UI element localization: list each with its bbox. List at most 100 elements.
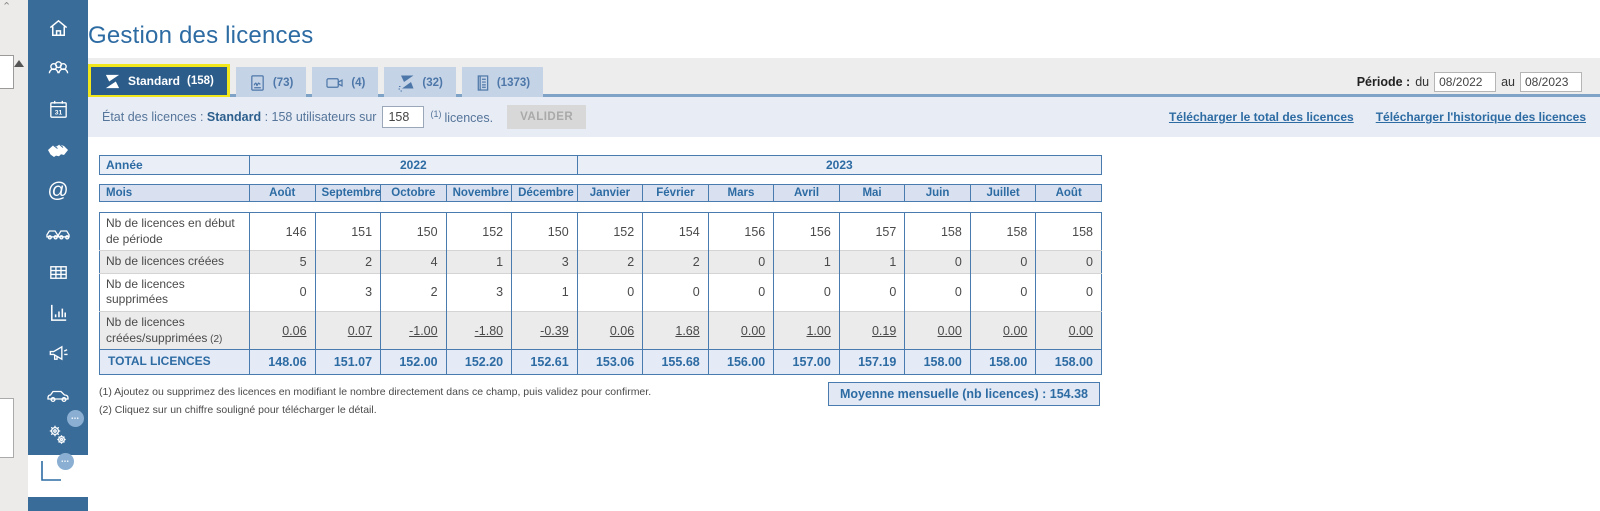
footnote-1: (1) Ajoutez ou supprimez des licences en… — [99, 386, 652, 398]
license-count-input[interactable] — [382, 106, 425, 128]
footnote-ref: (1) licences. — [430, 108, 494, 126]
total-value-cell: 157.19 — [838, 349, 905, 375]
table-grid-icon — [49, 265, 67, 279]
row-label: Nb de licences supprimées — [99, 272, 250, 312]
month-cell: Mars — [707, 184, 775, 202]
detail-download-value[interactable]: 0.06 — [609, 323, 635, 338]
detail-download-value[interactable]: 0.07 — [347, 323, 373, 338]
tab-standard[interactable]: Standard (158) — [88, 64, 230, 98]
sidebar-item-settings[interactable]: ••• — [38, 410, 84, 455]
value-cell: 4 — [380, 250, 447, 274]
status-text: État des licences : Standard : 158 utili… — [102, 110, 377, 124]
validate-button[interactable]: VALIDER — [507, 105, 587, 129]
total-value-cell: 151.07 — [314, 349, 381, 375]
table-row: Nb de licences supprimées 0 3 2 3 1 0 0 0 0 0 0 0 0 — [99, 272, 1102, 312]
sidebar-item-announcements[interactable] — [38, 333, 78, 374]
sidebar-item-corner-widget[interactable]: ••• — [34, 453, 74, 489]
value-cell: 0.19 — [838, 310, 905, 350]
monthly-average-box: Moyenne mensuelle (nb licences) : 154.38 — [827, 382, 1100, 406]
total-row: TOTAL LICENCES 148.06 151.07 152.00 152.20 15… — [99, 349, 1102, 375]
sidebar-item-statistics[interactable] — [38, 292, 78, 333]
total-value-cell: 152.61 — [511, 349, 578, 375]
value-cell: 0.06 — [249, 310, 316, 350]
period-du-label: du — [1415, 75, 1430, 89]
z-logo-icon — [105, 74, 120, 88]
detail-download-value[interactable]: 0.19 — [871, 323, 897, 338]
license-type-tabs: Standard (158) (73) (4) (32) (1373) — [88, 64, 544, 98]
license-type: Standard — [206, 110, 262, 124]
footnotes: (1) Ajoutez ou supprimez des licences en… — [99, 384, 651, 420]
month-header-table: Mois Août Septembre Octobre Novembre Décembre… — [99, 184, 1102, 202]
notification-badge: ••• — [67, 410, 84, 428]
detail-download-value[interactable]: 0.00 — [740, 323, 766, 338]
period-label: Période : — [1356, 75, 1411, 89]
value-cell: 152 — [445, 212, 512, 251]
sidebar-item-home[interactable] — [38, 8, 78, 49]
tab-video[interactable]: (4) — [312, 67, 379, 98]
value-cell: 0 — [1035, 250, 1102, 274]
detail-download-value[interactable]: 0.00 — [1003, 323, 1028, 338]
value-cell: 150 — [380, 212, 447, 251]
total-row-label: TOTAL LICENCES — [99, 349, 250, 375]
value-cell: 158 — [969, 212, 1036, 251]
sidebar-item-contacts[interactable] — [38, 49, 78, 90]
sidebar-item-vehicles[interactable] — [38, 374, 78, 415]
month-cell: Mai — [838, 184, 906, 202]
value-cell: 3 — [314, 272, 381, 312]
year-cell: 2023 — [576, 155, 1103, 175]
value-cell: 0 — [249, 272, 316, 312]
total-value-cell: 158.00 — [1035, 349, 1102, 375]
at-sign-icon: @ — [47, 178, 69, 202]
detail-download-value[interactable]: -0.39 — [540, 323, 569, 338]
calendar-31-icon: 31 — [49, 100, 67, 118]
month-cell: Septembre — [314, 184, 382, 202]
detail-download-value[interactable]: 0.00 — [1068, 323, 1093, 338]
license-data-table: Nb de licences en début de période 146 151… — [99, 212, 1102, 375]
tab-signature[interactable]: (73) — [235, 67, 307, 98]
value-cell: 0.00 — [904, 310, 971, 350]
year-header-label: Année — [99, 155, 250, 175]
detail-download-value[interactable]: -1.80 — [474, 323, 504, 338]
total-value-cell: 155.68 — [642, 349, 709, 375]
value-cell: 0 — [773, 272, 840, 312]
sidebar-item-tables[interactable] — [38, 252, 78, 293]
period-selector: Période : du au — [1357, 72, 1582, 92]
notification-badge: ••• — [57, 453, 74, 470]
sidebar-item-calendar[interactable]: 31 — [38, 89, 78, 130]
total-value-cell: 148.06 — [249, 349, 316, 375]
detail-download-value[interactable]: -1.00 — [409, 323, 438, 338]
tab-count: (73) — [272, 76, 294, 89]
year-header-table: Année 2022 2023 — [99, 155, 1103, 175]
month-header-row: Mois Août Septembre Octobre Novembre Décembre… — [99, 184, 1102, 202]
bar-chart-icon — [50, 305, 66, 322]
sidebar-item-partners[interactable] — [38, 130, 78, 171]
tab-documents[interactable]: (1373) — [461, 67, 544, 98]
year-header-row: Année 2022 2023 — [99, 155, 1103, 175]
value-cell: -0.39 — [511, 310, 578, 350]
download-total-link[interactable]: Télécharger le total des licences — [1168, 110, 1354, 124]
value-cell: 0 — [707, 272, 774, 312]
month-cell: Janvier — [576, 184, 644, 202]
value-cell: 3 — [511, 250, 578, 274]
tab-z-module[interactable]: (32) — [384, 67, 456, 98]
download-history-link[interactable]: Télécharger l'historique des licences — [1375, 110, 1586, 124]
year-cell: 2022 — [249, 155, 578, 175]
sidebar-item-email[interactable]: @ — [38, 171, 78, 212]
detail-download-value[interactable]: 1.00 — [806, 323, 831, 338]
sidebar-item-fleet[interactable] — [38, 211, 78, 252]
scroll-up-arrow-icon[interactable] — [14, 60, 24, 67]
period-start-input[interactable] — [1434, 72, 1497, 92]
detail-download-value[interactable]: 0.00 — [937, 323, 962, 338]
value-cell: 2 — [576, 250, 643, 274]
value-cell: 0 — [838, 272, 905, 312]
video-camera-icon — [326, 77, 343, 88]
period-end-input[interactable] — [1520, 72, 1582, 92]
value-cell: 158 — [904, 212, 971, 251]
tabs-underline — [88, 94, 1600, 97]
month-cell: Décembre — [511, 184, 578, 202]
value-cell: 0 — [707, 250, 774, 274]
table-row: Nb de licences créées 5 2 4 1 3 2 2 0 1 1 0 0 0 — [99, 250, 1102, 274]
value-cell: 157 — [838, 212, 905, 251]
detail-download-value[interactable]: 1.68 — [675, 323, 700, 338]
detail-download-value[interactable]: 0.06 — [282, 323, 307, 338]
